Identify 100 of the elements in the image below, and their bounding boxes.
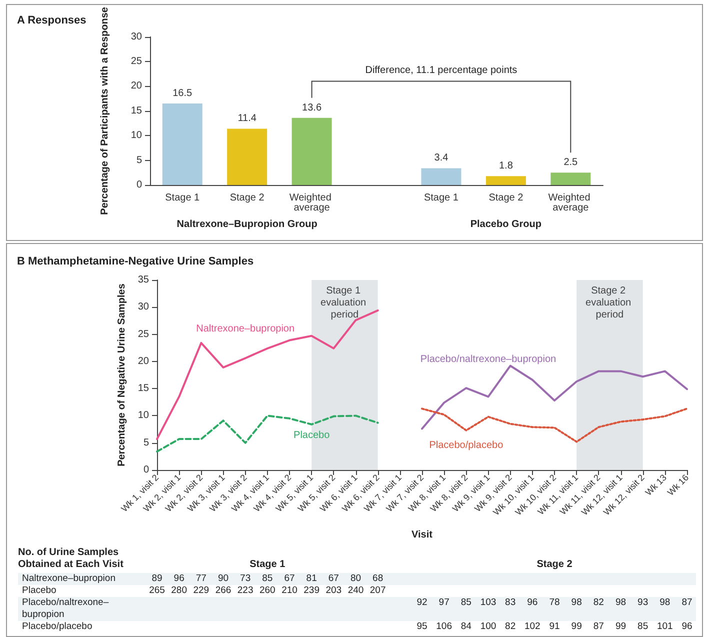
y-axis-title: Percentage of Negative Urine Samples bbox=[116, 283, 128, 466]
text: 85 bbox=[638, 621, 648, 633]
text: 239 bbox=[304, 585, 320, 597]
bar bbox=[486, 176, 526, 185]
y-tick-label: 0 bbox=[136, 180, 142, 190]
y-tick-label: 15 bbox=[138, 383, 150, 394]
x-tick-label: Weighted average bbox=[289, 192, 334, 214]
text: 229 bbox=[193, 585, 210, 597]
y-tick-label: 10 bbox=[138, 410, 150, 422]
text: 210 bbox=[282, 585, 298, 597]
text: 67 bbox=[328, 573, 339, 585]
series-label: Placebo/placebo bbox=[429, 440, 504, 451]
bar bbox=[227, 128, 268, 185]
text: 78 bbox=[549, 597, 560, 609]
text: 82 bbox=[593, 597, 604, 609]
text: 223 bbox=[237, 585, 254, 597]
text: 203 bbox=[326, 585, 342, 597]
text: 95 bbox=[416, 621, 428, 633]
text: 240 bbox=[348, 585, 364, 597]
x-tick-label: Stage 2 bbox=[230, 192, 265, 204]
text: 67 bbox=[284, 573, 295, 585]
band-label: Stage 2 evaluation period bbox=[586, 286, 634, 320]
text: 68 bbox=[372, 573, 384, 585]
text: Placebo/naltrexone–bupropion bbox=[420, 354, 556, 366]
bar bbox=[550, 172, 591, 185]
bar bbox=[162, 104, 202, 185]
x-axis-title: Visit bbox=[412, 530, 434, 540]
text: 103 bbox=[480, 597, 496, 609]
text: 85 bbox=[460, 597, 472, 609]
text: 83 bbox=[505, 597, 516, 609]
line-series bbox=[421, 364, 688, 430]
bar bbox=[421, 168, 462, 185]
text: Naltrexone–bupropion bbox=[22, 573, 116, 585]
series-label: Naltrexone–bupropion bbox=[196, 324, 295, 335]
y-tick-label: 30 bbox=[130, 31, 142, 42]
text: 98 bbox=[571, 597, 582, 609]
y-tick-label: 30 bbox=[138, 302, 150, 313]
text: Placebo/placebo bbox=[22, 621, 94, 633]
text: 102 bbox=[524, 621, 540, 633]
text: 106 bbox=[436, 621, 452, 633]
text: 87 bbox=[593, 621, 604, 633]
text: Placebo bbox=[22, 585, 58, 597]
text: 91 bbox=[549, 621, 560, 633]
text: 90 bbox=[218, 573, 229, 585]
text: 97 bbox=[438, 597, 450, 609]
text: Stage 1 bbox=[250, 559, 286, 570]
text: 260 bbox=[259, 585, 276, 597]
text: Placebo Group bbox=[470, 219, 542, 230]
x-tick-label: Stage 2 bbox=[488, 192, 524, 204]
data-label: 1.8 bbox=[498, 160, 514, 172]
text: 73 bbox=[240, 573, 251, 585]
text: 96 bbox=[527, 597, 538, 609]
text: 82 bbox=[505, 621, 516, 633]
text: 96 bbox=[682, 621, 692, 633]
text: 266 bbox=[215, 585, 232, 597]
text: 84 bbox=[460, 621, 472, 633]
y-tick-label: 20 bbox=[138, 356, 150, 367]
bar bbox=[292, 118, 332, 185]
text: 280 bbox=[171, 585, 188, 597]
x-tick-label: Weighted average bbox=[548, 192, 594, 214]
data-label: 16.5 bbox=[172, 88, 193, 100]
text: 265 bbox=[149, 585, 165, 597]
chart-title: B Methamphetamine-Negative Urine Samples bbox=[17, 256, 254, 268]
text: 96 bbox=[174, 573, 184, 585]
text: Naltrexone–Bupropion Group bbox=[176, 219, 318, 230]
y-tick-label: 35 bbox=[138, 274, 150, 286]
y-tick-label: 5 bbox=[143, 437, 150, 448]
data-label: 3.4 bbox=[434, 152, 449, 164]
annotation: Difference, 11.1 percentage points bbox=[365, 65, 518, 76]
text: 99 bbox=[571, 621, 582, 633]
text: 93 bbox=[638, 597, 648, 609]
text: No. of Urine Samples Obtained at Each Visit bbox=[18, 547, 124, 571]
text: Stage 2 bbox=[536, 559, 572, 570]
text: 87 bbox=[682, 597, 692, 609]
x-tick-label: Stage 1 bbox=[165, 192, 200, 204]
y-tick-label: 20 bbox=[130, 80, 142, 92]
text: 89 bbox=[152, 573, 162, 585]
text: 85 bbox=[262, 573, 273, 585]
text: 98 bbox=[615, 597, 626, 609]
line-series bbox=[156, 309, 379, 440]
text: 98 bbox=[660, 597, 670, 609]
text: A Responses bbox=[17, 14, 86, 26]
y-axis-title: Percentage of Participants with a Response bbox=[100, 6, 110, 215]
y-tick-label: 5 bbox=[136, 154, 142, 166]
line-series bbox=[156, 414, 379, 453]
y-tick-label: 25 bbox=[138, 328, 150, 340]
y-tick-label: 15 bbox=[130, 105, 142, 116]
text: 81 bbox=[306, 573, 317, 585]
band-label: Stage 1 evaluation period bbox=[320, 286, 369, 320]
y-tick-label: 10 bbox=[130, 130, 142, 142]
text: 207 bbox=[370, 585, 386, 597]
data-label: 13.6 bbox=[302, 102, 322, 114]
text: 77 bbox=[196, 573, 206, 585]
data-label: 11.4 bbox=[238, 113, 257, 124]
x-tick-label: Stage 1 bbox=[424, 192, 459, 204]
series-label: Placebo bbox=[294, 430, 330, 441]
text: Placebo/naltrexone–bupropion bbox=[22, 597, 110, 621]
text: 99 bbox=[615, 621, 626, 633]
text: 101 bbox=[656, 621, 673, 633]
text: 100 bbox=[480, 621, 496, 633]
